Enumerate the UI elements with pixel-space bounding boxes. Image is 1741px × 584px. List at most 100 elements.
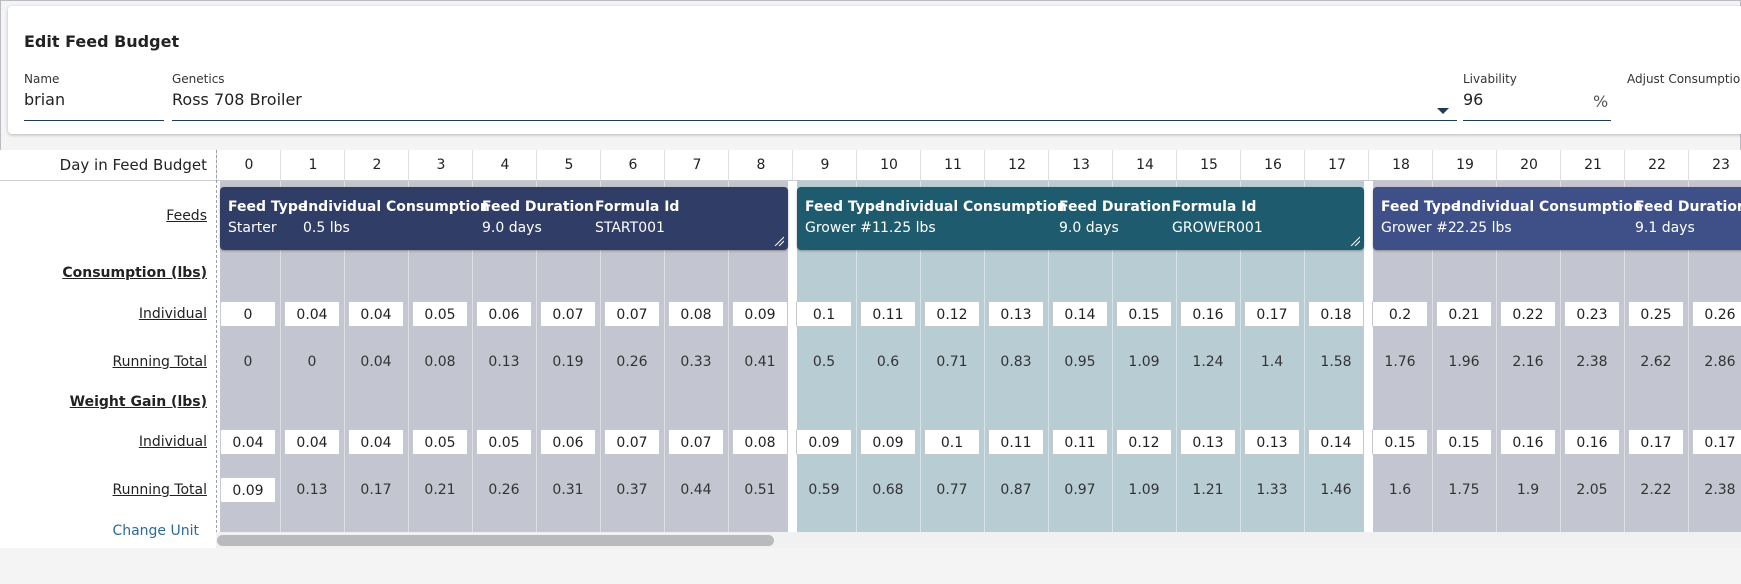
day-header-row <box>0 150 1741 181</box>
weight-individual-input[interactable]: 0.04 <box>284 429 340 455</box>
day-header-cell: 5 <box>536 150 601 180</box>
weight-individual-input[interactable]: 0.1 <box>924 429 980 455</box>
column-divider <box>600 180 601 532</box>
weight-individual-input[interactable]: 0.13 <box>1180 429 1236 455</box>
consumption-individual-input[interactable]: 0.1 <box>796 301 852 327</box>
feed-type-label: Feed Type <box>228 199 308 215</box>
change-unit-link[interactable]: Change Unit <box>112 523 199 539</box>
consumption-individual-input[interactable]: 0.23 <box>1564 301 1620 327</box>
livability-field[interactable]: Livability 96 % <box>1463 72 1611 121</box>
consumption-individual-input[interactable]: 0.13 <box>988 301 1044 327</box>
weight-individual-input[interactable]: 0.08 <box>732 429 788 455</box>
feed-duration-label: Feed Duration <box>482 199 594 215</box>
consumption-individual-input[interactable]: 0.09 <box>732 301 788 327</box>
consumption-individual-input[interactable]: 0.16 <box>1180 301 1236 327</box>
consumption-individual-input[interactable]: 0.26 <box>1692 301 1741 327</box>
weight-running-value: 1.21 <box>1192 482 1224 498</box>
consumption-individual-input[interactable]: 0.04 <box>284 301 340 327</box>
weight-individual-input[interactable]: 0.04 <box>220 429 276 455</box>
feed-card[interactable]: Feed Type Starter Individual Consumption 0.… <box>220 187 788 250</box>
genetics-select[interactable]: Ross 708 Broiler <box>172 90 302 109</box>
name-input[interactable]: brian <box>24 90 66 109</box>
weight-individual-input[interactable]: 0.09 <box>796 429 852 455</box>
resize-grip-icon[interactable] <box>774 236 784 246</box>
bottom-area <box>0 548 1741 584</box>
weight-individual-input[interactable]: 0.17 <box>1692 429 1741 455</box>
scrollbar-thumb[interactable] <box>217 535 774 546</box>
weight-individual-input[interactable]: 0.06 <box>540 429 596 455</box>
consumption-individual-input[interactable]: 0.14 <box>1052 301 1108 327</box>
consumption-individual-input[interactable]: 0.21 <box>1436 301 1492 327</box>
genetics-label: Genetics <box>172 72 225 86</box>
weight-individual-input[interactable]: 0.17 <box>1628 429 1684 455</box>
formula-id-value: START001 <box>595 220 665 236</box>
weight-individual-input[interactable]: 0.16 <box>1500 429 1556 455</box>
resize-grip-icon[interactable] <box>1350 236 1360 246</box>
consumption-individual-input[interactable]: 0.15 <box>1116 301 1172 327</box>
weight-individual-input[interactable]: 0.14 <box>1308 429 1364 455</box>
weight-individual-input[interactable]: 0.07 <box>668 429 724 455</box>
consumption-running-value: 0.95 <box>1064 354 1096 370</box>
consumption-running-value: 1.09 <box>1128 354 1160 370</box>
individual-consumption-label: Individual Consumption <box>1456 199 1643 215</box>
consumption-individual-input[interactable]: 0.18 <box>1308 301 1364 327</box>
consumption-individual-input[interactable]: 0.08 <box>668 301 724 327</box>
column-divider <box>408 180 409 532</box>
consumption-individual-input[interactable]: 0.05 <box>412 301 468 327</box>
livability-input[interactable]: 96 <box>1463 90 1484 109</box>
consumption-individual-input[interactable]: 0 <box>220 301 276 327</box>
feed-card[interactable]: Feed Type Grower #2 Individual Consumption… <box>1373 187 1741 250</box>
weight-individual-input[interactable]: 0.07 <box>604 429 660 455</box>
genetics-field[interactable]: Genetics Ross 708 Broiler <box>172 72 1457 121</box>
weight-individual-input[interactable]: 0.11 <box>988 429 1044 455</box>
feed-type-value: Grower #2 <box>1381 220 1457 236</box>
weight-individual-input[interactable]: 0.04 <box>348 429 404 455</box>
chevron-down-icon[interactable] <box>1437 108 1449 114</box>
weight-running-value[interactable]: 0.09 <box>220 477 276 503</box>
consumption-individual-input[interactable]: 0.25 <box>1628 301 1684 327</box>
feeds-row-label[interactable]: Feeds <box>166 208 207 224</box>
feed-card[interactable]: Feed Type Grower #1 Individual Consumption… <box>797 187 1364 250</box>
consumption-running-value: 0.71 <box>936 354 968 370</box>
weight-individual-input[interactable]: 0.12 <box>1116 429 1172 455</box>
individual-consumption-label: Individual Consumption <box>303 199 490 215</box>
weight-running-value: 0.13 <box>296 482 328 498</box>
adjust-consumption-field[interactable]: Adjust Consumption 100 <box>1627 72 1741 86</box>
weight-individual-input[interactable]: 0.05 <box>476 429 532 455</box>
consumption-individual-input[interactable]: 0.06 <box>476 301 532 327</box>
individual-consumption-label: Individual Consumption <box>880 199 1067 215</box>
column-divider <box>1304 180 1305 532</box>
consumption-running-value: 0.13 <box>488 354 520 370</box>
day-header-cell: 14 <box>1112 150 1177 180</box>
column-divider <box>984 180 985 532</box>
weight-running-value: 0.77 <box>936 482 968 498</box>
weight-individual-input[interactable]: 0.16 <box>1564 429 1620 455</box>
weight-gain-section-label[interactable]: Weight Gain (lbs) <box>69 394 207 410</box>
consumption-section-label[interactable]: Consumption (lbs) <box>62 265 207 281</box>
consumption-individual-input[interactable]: 0.12 <box>924 301 980 327</box>
weight-running-value: 0.44 <box>680 482 712 498</box>
weight-individual-input[interactable]: 0.11 <box>1052 429 1108 455</box>
weight-individual-input[interactable]: 0.13 <box>1244 429 1300 455</box>
weight-individual-input[interactable]: 0.05 <box>412 429 468 455</box>
weight-individual-input[interactable]: 0.15 <box>1436 429 1492 455</box>
consumption-running-value: 1.4 <box>1260 354 1284 370</box>
column-divider <box>1432 180 1433 532</box>
consumption-individual-label[interactable]: Individual <box>138 306 207 322</box>
consumption-individual-input[interactable]: 0.04 <box>348 301 404 327</box>
consumption-individual-input[interactable]: 0.2 <box>1372 301 1428 327</box>
genetics-underline <box>172 120 1457 121</box>
consumption-individual-input[interactable]: 0.22 <box>1500 301 1556 327</box>
weight-individual-input[interactable]: 0.15 <box>1372 429 1428 455</box>
consumption-individual-input[interactable]: 0.07 <box>540 301 596 327</box>
consumption-individual-input[interactable]: 0.11 <box>860 301 916 327</box>
feed-duration-label: Feed Duration <box>1635 199 1741 215</box>
consumption-individual-input[interactable]: 0.07 <box>604 301 660 327</box>
day-header-cell: 1 <box>280 150 345 180</box>
name-field[interactable]: Name brian <box>24 72 164 121</box>
weight-running-label[interactable]: Running Total <box>112 482 207 498</box>
weight-individual-label[interactable]: Individual <box>138 434 207 450</box>
consumption-running-label[interactable]: Running Total <box>112 354 207 370</box>
weight-individual-input[interactable]: 0.09 <box>860 429 916 455</box>
consumption-individual-input[interactable]: 0.17 <box>1244 301 1300 327</box>
